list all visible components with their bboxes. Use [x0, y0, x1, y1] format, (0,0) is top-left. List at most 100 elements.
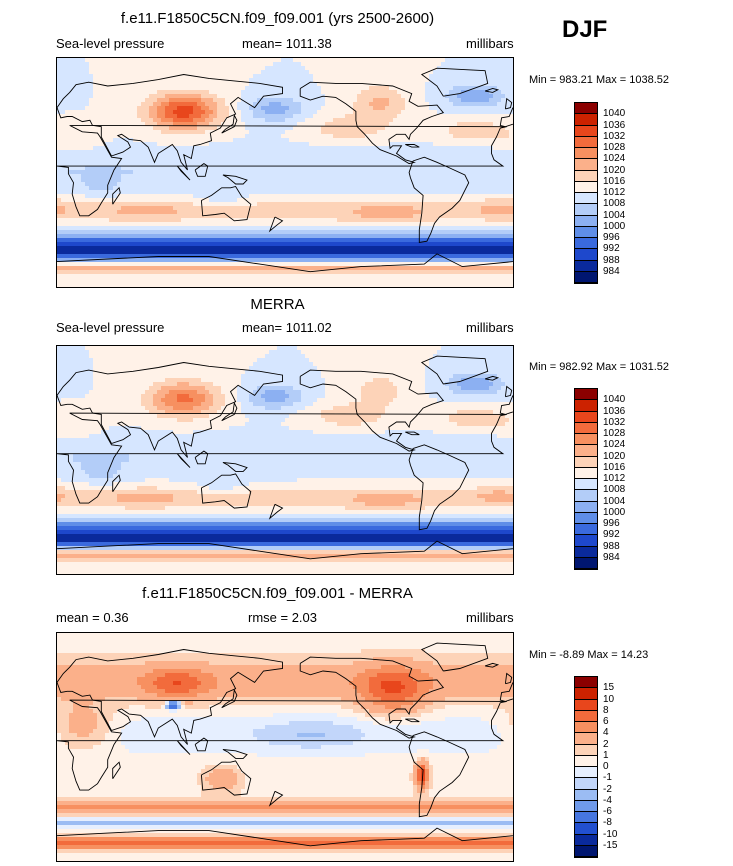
colorbar-tick-label: 1032 — [603, 416, 626, 428]
panel-3-title: f.e11.F1850C5CN.f09_f09.001 - MERRA — [142, 585, 413, 602]
colorbar-swatch — [575, 181, 597, 193]
colorbar-swatch — [575, 767, 597, 779]
colorbar-tick-label: 1024 — [603, 153, 626, 165]
coastline — [268, 503, 284, 520]
colorbar-swatch — [575, 755, 597, 767]
colorbar-swatch — [575, 411, 597, 423]
colorbar-tick-label: 1004 — [603, 495, 626, 507]
coastline — [221, 688, 238, 709]
colorbar-tick-label: -8 — [603, 817, 612, 829]
coastline — [221, 401, 238, 422]
panel-1-variable-label: Sea-level pressure — [56, 36, 165, 51]
colorbar-tick-label: 1000 — [603, 506, 626, 518]
panel-3-map — [56, 632, 514, 862]
colorbar-swatch — [575, 710, 597, 722]
coastline — [299, 81, 445, 165]
panel-3-colorbar: 15 10 8 6 4 2 1 0 -1 -2 -4 -6 -8 -10 -15 — [574, 676, 617, 858]
colorbar-tick-label: -2 — [603, 783, 612, 795]
coastline — [112, 186, 121, 205]
colorbar-tick-label: 1004 — [603, 209, 626, 221]
colorbar-tick-label: 1008 — [603, 198, 626, 210]
colorbar-swatch — [575, 193, 597, 205]
colorbar-tick-label: 1000 — [603, 220, 626, 232]
colorbar-swatch — [575, 524, 597, 536]
colorbar-tick-label: 984 — [603, 265, 620, 277]
panel-2-colorbar: 1040 1036 1032 1028 1024 1020 1016 1012 1008 1004… — [574, 388, 625, 570]
coastline — [176, 740, 191, 755]
colorbar-swatch — [575, 422, 597, 434]
colorbar-tick-label: 1012 — [603, 473, 626, 484]
coastline — [299, 656, 445, 739]
colorbar-swatch — [575, 778, 597, 790]
colorbar-tick-label: 1040 — [603, 394, 626, 406]
colorbar-tick-label: 1016 — [603, 461, 626, 473]
colorbar-tick-label: 15 — [603, 682, 615, 694]
panel-3-units-label: millibars — [466, 610, 514, 625]
coastline — [420, 67, 489, 97]
colorbar-swatch — [575, 148, 597, 160]
colorbar-swatch — [575, 125, 597, 137]
coastline — [405, 431, 420, 436]
coastline — [484, 375, 500, 381]
colorbar-swatch — [575, 546, 597, 558]
colorbar-tick-label: 1020 — [603, 450, 626, 462]
colorbar-swatch — [575, 456, 597, 468]
colorbar-swatch — [575, 812, 597, 824]
colorbar-tick-label: -10 — [603, 828, 618, 840]
coastline — [57, 827, 513, 847]
colorbar-swatch — [575, 733, 597, 745]
panel-2-title: MERRA — [250, 296, 305, 313]
panel-1-map — [56, 57, 514, 288]
colorbar-swatch — [575, 434, 597, 446]
coastlines — [57, 67, 513, 273]
colorbar-swatch — [575, 271, 597, 283]
panel-1-mean-label: mean= 1011.38 — [242, 36, 332, 51]
season-label: DJF — [562, 16, 608, 43]
panel-2-map — [56, 345, 514, 575]
colorbar-swatch — [575, 479, 597, 491]
panel-2-mean-label: mean= 1011.02 — [242, 320, 332, 335]
field-layer — [57, 633, 513, 861]
coastline — [57, 362, 283, 458]
colorbar-swatch — [575, 744, 597, 756]
colorbar-tick-label: -15 — [603, 839, 618, 851]
panel-2-minmax: Min = 982.92 Max = 1031.52 — [529, 361, 670, 373]
colorbar-swatch — [575, 490, 597, 502]
colorbar-tick-label: 1024 — [603, 439, 626, 451]
coastline — [299, 369, 445, 452]
coastline — [222, 174, 248, 185]
coastline — [200, 760, 252, 796]
colorbar-swatch — [575, 512, 597, 524]
field-layer — [57, 58, 513, 287]
colorbar-swatch — [575, 260, 597, 272]
colorbar-tick-label: 988 — [603, 540, 620, 552]
coastline — [222, 462, 248, 472]
colorbar-tick-label: 984 — [603, 551, 620, 563]
colorbar-tick-label: -6 — [603, 806, 612, 817]
panel-3-mean-label: mean = 0.36 — [56, 610, 129, 625]
colorbar-tick-label: 1012 — [603, 187, 626, 198]
colorbar-swatch — [575, 170, 597, 182]
colorbar-tick-label: 1036 — [603, 119, 626, 131]
panel-3-minmax: Min = -8.89 Max = 14.23 — [529, 649, 649, 661]
colorbar-swatch — [575, 722, 597, 734]
coastline — [408, 444, 470, 531]
coastline — [420, 642, 489, 672]
coastline — [57, 699, 507, 791]
colorbar-swatch — [575, 400, 597, 412]
panel-2-variable-label: Sea-level pressure — [56, 320, 165, 335]
colorbar-swatch — [575, 800, 597, 812]
coastline — [408, 156, 470, 244]
colorbar-swatch — [575, 204, 597, 216]
coastline — [194, 450, 209, 465]
colorbar-swatch — [575, 677, 597, 689]
panel-2-units-label: millibars — [466, 320, 514, 335]
colorbar-swatch — [575, 226, 597, 238]
colorbar-swatch — [575, 823, 597, 835]
coastline — [268, 790, 284, 807]
colorbar-swatch — [575, 688, 597, 700]
colorbar-tick-label: 2 — [603, 738, 609, 750]
colorbar-tick-label: 10 — [603, 693, 615, 705]
coastline — [504, 672, 513, 685]
colorbar-tick-label: 1028 — [603, 428, 626, 439]
